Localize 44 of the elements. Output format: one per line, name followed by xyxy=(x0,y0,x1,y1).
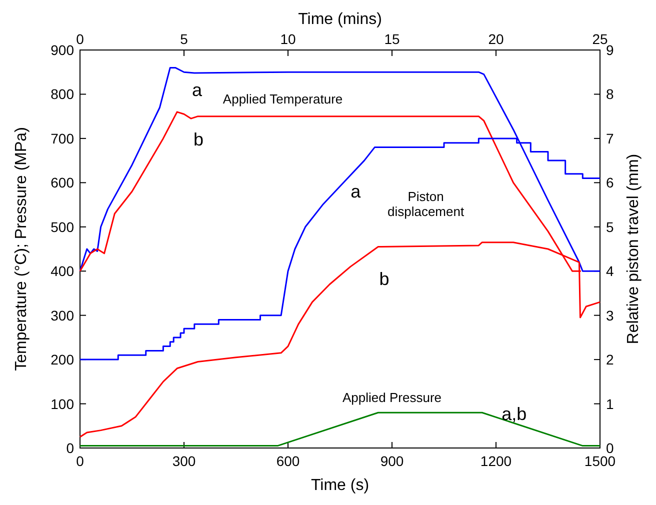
annotation: Applied Pressure xyxy=(342,390,442,406)
annotation: b xyxy=(194,130,204,150)
y-axis-title: Temperature (°C); Pressure (MPa) xyxy=(13,127,30,371)
x2-tick-label: 10 xyxy=(280,31,296,47)
x2-tick-label: 5 xyxy=(180,31,188,47)
y2-tick-label: 1 xyxy=(606,396,614,412)
y2-tick-label: 2 xyxy=(606,352,614,368)
y-tick-label: 500 xyxy=(50,218,74,235)
x2-axis-title: Time (mins) xyxy=(298,11,382,28)
x2-tick-label: 20 xyxy=(488,31,504,47)
y-tick-label: 100 xyxy=(50,396,74,412)
y-tick-label: 700 xyxy=(50,130,74,146)
x-axis-title: Time (s) xyxy=(310,477,370,494)
x2-tick-label: 0 xyxy=(76,31,84,47)
annotation: b xyxy=(379,268,390,289)
y2-tick-label: 9 xyxy=(606,42,614,58)
x-tick-label: 900 xyxy=(380,453,404,469)
y-tick-label: 0 xyxy=(66,440,74,456)
y-tick-label: 200 xyxy=(50,352,74,368)
y2-tick-label: 3 xyxy=(606,307,614,324)
y-tick-label: 600 xyxy=(50,174,74,191)
x-tick-label: 1500 xyxy=(584,453,616,469)
x-tick-label: 0 xyxy=(76,453,84,469)
annotation: Applied Temperature xyxy=(222,92,343,107)
x-tick-label: 600 xyxy=(276,453,300,469)
y2-tick-label: 8 xyxy=(606,86,614,102)
x2-tick-label: 25 xyxy=(592,31,608,47)
annotation: a xyxy=(192,80,203,100)
y-tick-label: 400 xyxy=(50,263,74,280)
y2-tick-label: 4 xyxy=(606,263,614,280)
y2-axis-title: Relative piston travel (mm) xyxy=(625,154,642,344)
y2-tick-label: 5 xyxy=(606,218,614,235)
y2-tick-label: 7 xyxy=(606,130,614,146)
y-tick-label: 800 xyxy=(50,86,74,102)
annotation: a xyxy=(350,181,362,202)
y-tick-label: 300 xyxy=(50,307,74,324)
x-tick-label: 1200 xyxy=(480,453,512,469)
x2-tick-label: 15 xyxy=(384,31,400,47)
annotation: a,b xyxy=(502,404,527,424)
y2-tick-label: 6 xyxy=(606,174,614,191)
x-tick-label: 300 xyxy=(172,453,196,469)
y-tick-label: 900 xyxy=(50,42,74,58)
annotation: Piston displacement xyxy=(387,189,464,220)
y2-tick-label: 0 xyxy=(606,440,614,456)
